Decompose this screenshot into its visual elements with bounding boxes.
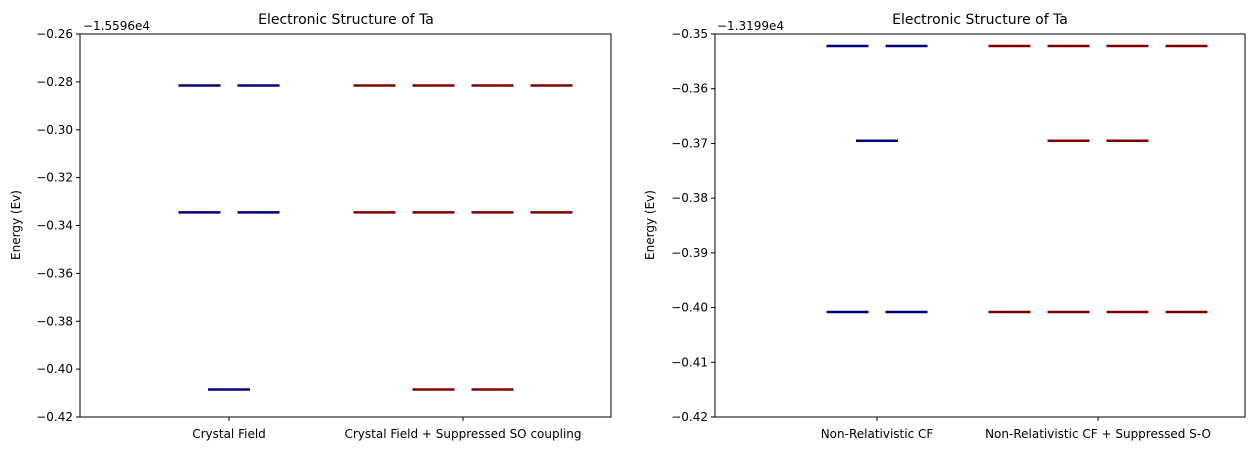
chart-left: Electronic Structure of Ta −1.5596e4 Ene… — [9, 12, 612, 441]
y-axis-label: Energy (Ev) — [9, 190, 23, 260]
x-tick-label: Non-Relativistic CF — [821, 427, 934, 441]
plot-frame — [714, 33, 1246, 418]
y-tick-label: −0.40 — [36, 362, 73, 376]
chart-title: Electronic Structure of Ta — [892, 12, 1068, 28]
y-tick-label: −0.36 — [36, 266, 73, 280]
y-tick-label: −0.38 — [671, 191, 708, 205]
x-tick-label: Crystal Field — [192, 427, 266, 441]
y-ticks: −0.26 −0.28 −0.30 −0.32 −0.34 −0.36 −0.38 −0.40… — [36, 27, 80, 424]
y-offset-label: −1.5596e4 — [83, 19, 150, 33]
y-tick-label: −0.36 — [671, 82, 708, 96]
level-marks — [826, 44, 1208, 314]
y-tick-label: −0.41 — [671, 355, 708, 369]
y-tick-label: −0.42 — [36, 410, 73, 424]
y-tick-label: −0.42 — [671, 410, 708, 424]
chart-right: Electronic Structure of Ta −1.3199e4 Ene… — [643, 12, 1246, 441]
y-tick-label: −0.30 — [36, 123, 73, 137]
y-tick-label: −0.28 — [36, 75, 73, 89]
x-tick-label: Non-Relativistic CF + Suppressed S-O — [985, 427, 1211, 441]
y-tick-label: −0.37 — [671, 136, 708, 150]
y-tick-label: −0.32 — [36, 171, 73, 185]
x-tick-label: Crystal Field + Suppressed SO coupling — [344, 427, 581, 441]
x-ticks: Non-Relativistic CF Non-Relativistic CF +… — [821, 417, 1211, 441]
y-tick-label: −0.38 — [36, 314, 73, 328]
chart-title: Electronic Structure of Ta — [258, 12, 434, 28]
y-ticks: −0.35 −0.36 −0.37 −0.38 −0.39 −0.40 −0.41 −0.42 — [671, 27, 715, 424]
level-marks — [178, 84, 573, 391]
x-ticks: Crystal Field Crystal Field + Suppressed … — [192, 417, 582, 441]
y-offset-label: −1.3199e4 — [717, 19, 784, 33]
y-axis-label: Energy (Ev) — [643, 190, 657, 260]
y-tick-label: −0.26 — [36, 27, 73, 41]
plot-frame — [79, 33, 612, 418]
y-tick-label: −0.39 — [671, 246, 708, 260]
y-tick-label: −0.35 — [671, 27, 708, 41]
y-tick-label: −0.34 — [36, 219, 73, 233]
y-tick-label: −0.40 — [671, 301, 708, 315]
